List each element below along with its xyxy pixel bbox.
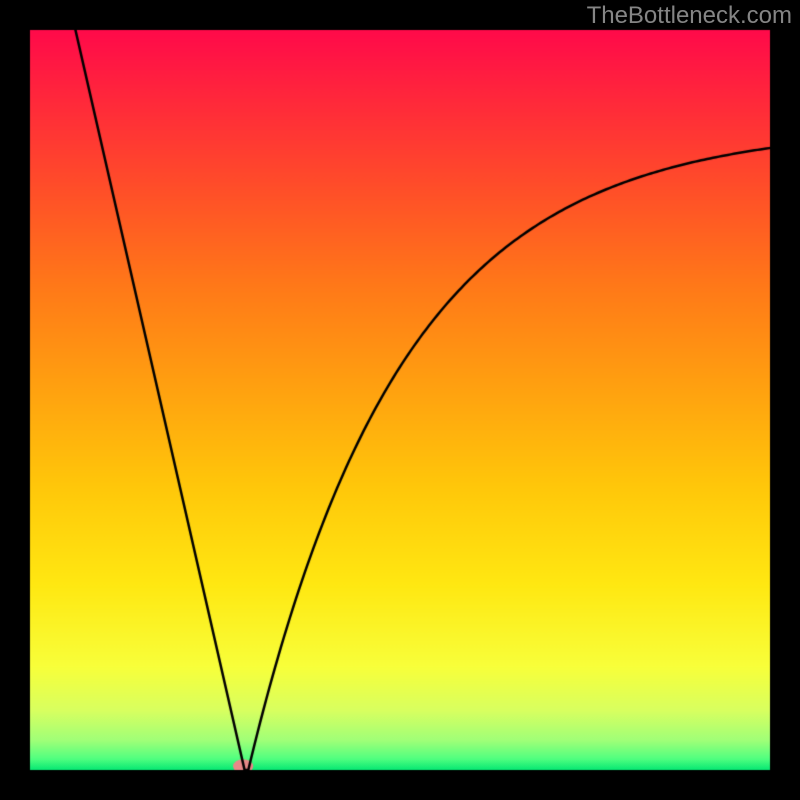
chart-container: TheBottleneck.com (0, 0, 800, 800)
watermark-text: TheBottleneck.com (587, 2, 792, 30)
bottleneck-chart-canvas (0, 0, 800, 800)
